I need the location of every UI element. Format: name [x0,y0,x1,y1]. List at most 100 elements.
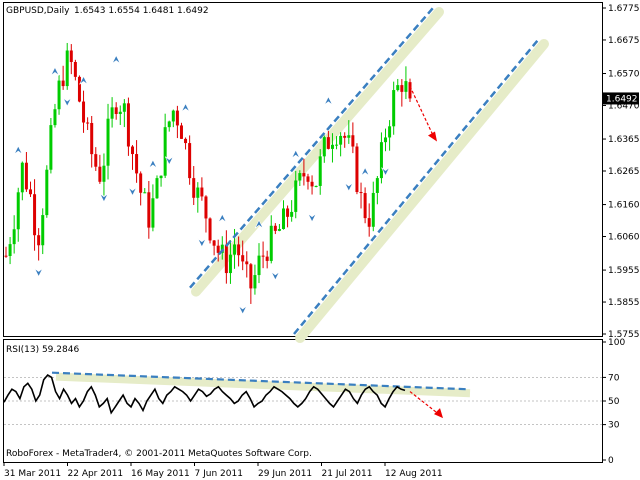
candle-body [257,255,261,276]
current-price-label: 1.6492 [606,94,638,104]
candle-body [314,185,318,187]
copyright-footer: RoboForex - MetaTrader4, © 2001-2011 Met… [6,449,312,459]
candle-body [261,255,265,257]
rsi-tick-label: 100 [608,338,625,348]
candle-body [143,192,147,194]
rsi-tick-label: 0 [608,456,614,466]
rsi-line [3,373,406,415]
candle-body [122,103,126,112]
candle-body [200,187,204,197]
candle-body [102,165,106,182]
symbol-timeframe: GBPUSD,Daily [6,6,70,16]
candle-body [388,126,392,138]
candle-body [167,121,171,128]
channel-lower-line [293,39,539,335]
channel-upper-glow [191,7,444,297]
candle-body [20,162,24,193]
candle-body [155,178,159,199]
fractal-down-marker [307,213,317,223]
price-tick-label: 1.6775 [608,4,640,14]
price-forecast-arrow [409,86,437,142]
candle-body [45,169,49,216]
candle-body [298,173,302,181]
candle-body [204,196,208,219]
candle-body [224,244,228,274]
fractal-up-marker [254,219,264,229]
time-tick-label: 31 Mar 2011 [4,469,61,479]
candle-body [53,109,57,126]
price-tick-label: 1.6265 [608,167,640,177]
candle-body [171,110,175,122]
fractal-down-marker [344,182,354,192]
candle-body [37,235,41,246]
candle-body [241,255,245,262]
candle-body [118,111,122,115]
candle-body [322,137,326,157]
candle-body [159,175,163,179]
price-tick-label: 1.5755 [608,330,640,340]
candle-body [400,85,404,92]
rsi-trendline-glow [55,372,471,398]
fractal-down-marker [197,238,207,248]
candle-body [253,275,257,289]
fractal-up-marker [148,159,158,169]
candle-body [61,80,65,87]
candle-body [184,138,188,144]
fractal-up-marker [13,145,23,155]
price-tick-label: 1.6570 [608,70,640,80]
candle-body [404,81,408,92]
rsi-forecast-line [409,391,441,416]
time-tick-label: 16 May 2011 [131,469,190,479]
candle-body [65,50,69,87]
trend-channel [189,7,539,335]
candle-body [367,218,371,227]
rsi-tick-label: 30 [608,421,620,431]
candle-body [228,254,232,274]
fractal-up-marker [291,149,301,159]
candle-body [408,82,412,99]
candle-body [41,215,45,246]
price-tick-label: 1.6060 [608,233,640,243]
candle-body [212,240,216,246]
candle-body [94,154,98,167]
candle-body [347,135,351,138]
fractal-up-marker [360,166,370,176]
candle-body [326,137,330,149]
candle-body [106,118,110,166]
candle-body [110,107,114,119]
fractal-up-marker [218,213,227,223]
candle-body [273,225,277,231]
candle-body [188,143,192,179]
candle-body [196,187,200,198]
rsi-series-line [3,373,406,415]
candle-body [245,261,249,265]
fractal-up-marker [50,66,60,76]
rsi-forecast-arrowhead [434,408,443,419]
rsi-tick-label: 50 [608,397,620,407]
candles [4,42,412,304]
candle-body [8,244,12,257]
ohlc-readout: 1.6543 1.6554 1.6481 1.6492 [74,6,209,16]
rsi-axis: 100 70 50 30 0 [602,338,625,466]
candle-body [335,144,339,146]
candle-body [139,173,143,193]
candle-body [131,146,135,155]
fractal-down-marker [381,167,390,177]
time-tick-label: 7 Jun 2011 [195,469,243,479]
candle-body [135,154,139,174]
candle-body [82,101,86,123]
candle-body [310,181,314,187]
fractal-down-marker [238,305,247,315]
candle-body [4,255,8,257]
price-tick-label: 1.6470 [608,101,640,111]
candle-body [379,142,383,179]
rsi-label: RSI(13) 59.2846 [6,345,79,355]
fractal-down-marker [164,156,174,166]
price-tick-label: 1.5855 [608,298,640,308]
candle-body [175,110,179,126]
candle-body [49,125,53,170]
fractal-up-marker [324,96,333,105]
price-tick-label: 1.6675 [608,36,640,46]
candle-body [363,193,367,219]
price-tick-label: 1.6365 [608,135,640,145]
